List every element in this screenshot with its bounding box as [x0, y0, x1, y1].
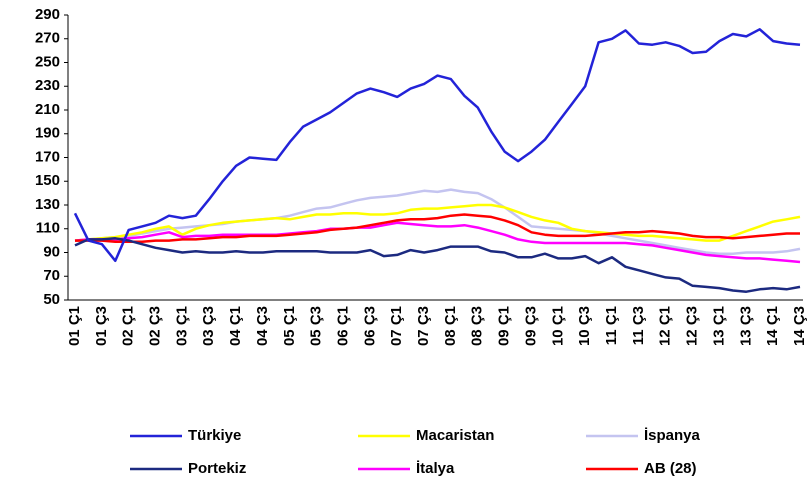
y-tick-label: 270 — [35, 30, 60, 47]
x-tick-label: 09 Ç1 — [496, 306, 513, 346]
y-tick-label: 150 — [35, 172, 60, 189]
x-tick-label: 05 Ç3 — [308, 306, 325, 346]
x-tick-label: 14 Ç3 — [791, 306, 808, 346]
series-line — [74, 203, 801, 242]
x-tick-label: 06 Ç3 — [361, 306, 378, 346]
x-tick-label: 01 Ç1 — [66, 306, 83, 346]
series-line — [74, 221, 801, 264]
x-tick-label: 06 Ç1 — [334, 306, 351, 346]
y-tick-label: 230 — [35, 77, 60, 94]
x-tick-label: 02 Ç1 — [120, 306, 137, 346]
y-tick-label: 290 — [35, 6, 60, 23]
y-tick-label: 90 — [43, 243, 60, 260]
y-tick-label: 170 — [35, 148, 60, 165]
x-tick-label: 11 Ç1 — [603, 306, 620, 345]
x-tick-label: 14 Ç1 — [764, 306, 781, 346]
series-line — [74, 188, 801, 255]
legend-label: Macaristan — [416, 427, 494, 444]
x-tick-label: 10 Ç1 — [549, 306, 566, 346]
x-tick-label: 12 Ç1 — [657, 306, 674, 346]
x-tick-label: 04 Ç3 — [254, 306, 271, 346]
y-tick-label: 50 — [43, 291, 60, 308]
x-tick-label: 05 Ç1 — [281, 306, 298, 346]
x-tick-label: 07 Ç3 — [415, 306, 432, 346]
legend-label: AB (28) — [644, 460, 697, 477]
x-tick-label: 03 Ç1 — [173, 306, 190, 346]
x-tick-label: 01 Ç3 — [93, 306, 110, 346]
series-line — [74, 237, 801, 293]
y-tick-label: 70 — [43, 267, 60, 284]
x-tick-label: 07 Ç1 — [388, 306, 405, 346]
x-tick-label: 11 Ç3 — [630, 306, 647, 345]
legend-label: İspanya — [644, 427, 701, 444]
legend-label: İtalya — [416, 460, 455, 477]
y-tick-label: 250 — [35, 53, 60, 70]
legend-label: Portekiz — [188, 460, 246, 477]
series-line — [75, 213, 800, 244]
x-tick-label: 08 Ç1 — [442, 306, 459, 346]
y-tick-label: 130 — [35, 196, 60, 213]
x-tick-label: 02 Ç3 — [147, 306, 164, 346]
x-tick-label: 13 Ç3 — [737, 306, 754, 346]
y-tick-label: 110 — [36, 220, 60, 237]
x-tick-label: 13 Ç1 — [710, 306, 727, 346]
x-tick-label: 08 Ç3 — [469, 306, 486, 346]
x-tick-label: 10 Ç3 — [576, 306, 593, 346]
legend-label: Türkiye — [188, 427, 241, 444]
x-tick-label: 03 Ç3 — [200, 306, 217, 346]
x-tick-label: 04 Ç1 — [227, 306, 244, 346]
x-tick-label: 12 Ç3 — [684, 306, 701, 346]
y-tick-label: 210 — [35, 101, 60, 118]
y-tick-label: 190 — [35, 125, 60, 142]
series-line — [73, 28, 801, 263]
x-tick-label: 09 Ç3 — [522, 306, 539, 346]
